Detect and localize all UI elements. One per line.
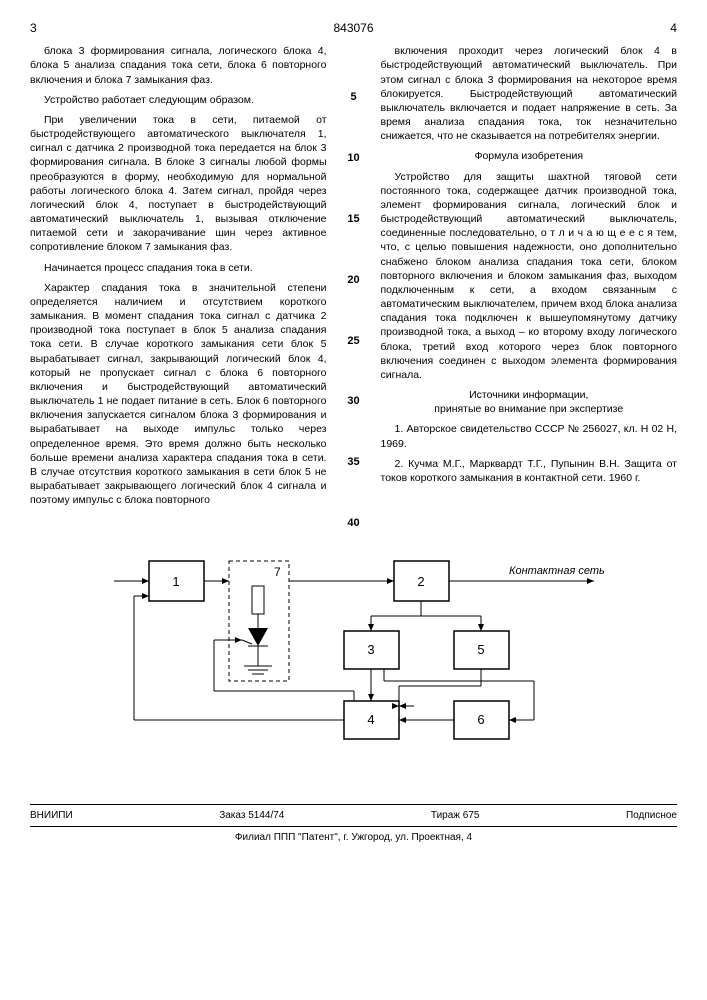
footer-tirazh: Тираж 675 [431,809,480,823]
text-columns: блока 3 формирования сигнала, логическог… [30,44,677,531]
line-marker: 40 [347,516,359,531]
paragraph: Устройство работает следующим образом. [30,93,327,107]
content-area: блока 3 формирования сигнала, логическог… [30,44,677,531]
box-label: 5 [477,642,484,657]
left-column: блока 3 формирования сигнала, логическог… [30,44,327,531]
line-marker: 25 [347,334,359,349]
page-header: 3 843076 4 [30,20,677,36]
paragraph: блока 3 формирования сигнала, логическог… [30,44,327,87]
source-item: 1. Авторское свидетельство СССР № 256027… [381,422,678,450]
diagram-svg: 1 7 2 Контактная сеть 3 5 4 6 [94,546,614,786]
block-diagram: 1 7 2 Контактная сеть 3 5 4 6 [30,546,677,786]
right-column: включения проходит через логический блок… [381,44,678,531]
box-label: 1 [172,574,179,589]
box-label: 6 [477,712,484,727]
line-number-gutter: 5 10 15 20 25 30 35 40 [345,44,363,531]
source-item: 2. Кучма М.Г., Марквардт Т.Г., Пупынин В… [381,457,678,485]
paragraph: Устройство для защиты шахтной тяговой се… [381,170,678,383]
footer-address: Филиал ППП "Патент", г. Ужгород, ул. Про… [30,827,677,845]
line-marker: 15 [347,212,359,227]
footer-row: ВНИИПИ Заказ 5144/74 Тираж 675 Подписное [30,804,677,828]
paragraph: включения проходит через логический блок… [381,44,678,143]
footer-order: Заказ 5144/74 [219,809,284,823]
page-footer: ВНИИПИ Заказ 5144/74 Тираж 675 Подписное… [30,804,677,845]
paragraph: Характер спадания тока в значительной ст… [30,281,327,508]
formula-title: Формула изобретения [381,149,678,163]
contact-net-label: Контактная сеть [509,565,605,577]
document-number: 843076 [333,20,373,36]
box-label: 4 [367,712,374,727]
box-label: 2 [417,574,424,589]
line-marker: 5 [350,90,356,105]
box-label: 7 [274,565,281,579]
line-marker: 10 [347,151,359,166]
page-number-right: 4 [670,20,677,36]
paragraph: Начинается процесс спадания тока в сети. [30,261,327,275]
line-marker: 30 [347,394,359,409]
box-label: 3 [367,642,374,657]
footer-org: ВНИИПИ [30,809,73,823]
line-marker: 35 [347,455,359,470]
sources-title: Источники информации, принятые во вниман… [381,388,678,416]
line-marker: 20 [347,273,359,288]
page-number-left: 3 [30,20,37,36]
paragraph: При увеличении тока в сети, питаемой от … [30,113,327,255]
footer-sub: Подписное [626,809,677,823]
